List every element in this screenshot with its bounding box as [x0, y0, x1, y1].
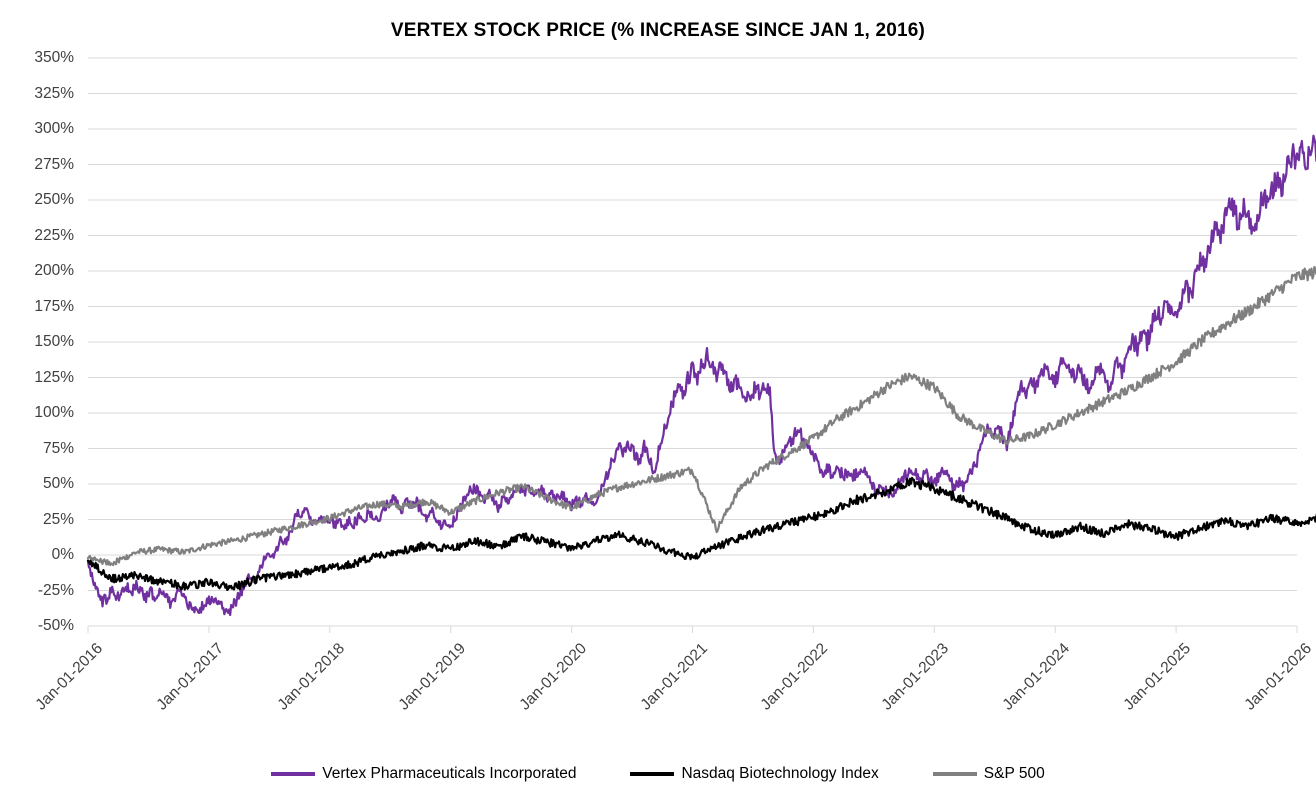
series-line: [86, 134, 1316, 617]
y-axis-tick-label: -50%: [37, 617, 74, 634]
y-axis-tick-label: 75%: [42, 439, 74, 457]
legend-swatch-icon: [932, 772, 977, 776]
legend-item[interactable]: S&P 500: [932, 765, 1045, 783]
y-axis-tick-label: 325%: [34, 84, 74, 102]
y-axis-tick-label: 200%: [34, 262, 74, 279]
legend-label: Vertex Pharmaceuticals Incorporated: [322, 765, 577, 782]
legend-item[interactable]: Nasdaq Biotechnology Index: [630, 765, 879, 783]
legend-label: Nasdaq Biotechnology Index: [681, 765, 879, 782]
y-axis-tick-label: 50%: [42, 475, 74, 492]
series-lines: [86, 134, 1316, 617]
y-axis-tick-label: 25%: [42, 510, 74, 528]
y-axis-tick-label: -25%: [37, 581, 74, 599]
chart-legend: Vertex Pharmaceuticals Incorporated Nasda…: [0, 765, 1316, 783]
y-axis-tick-label: 0%: [51, 546, 74, 563]
y-axis-tick-label: 150%: [34, 333, 74, 350]
y-axis-tick-label: 225%: [34, 226, 74, 244]
x-axis-ticks: [87, 625, 1298, 633]
y-axis-tick-label: 275%: [34, 155, 74, 173]
y-axis-tick-label: 125%: [34, 368, 74, 386]
legend-swatch-icon: [271, 772, 316, 776]
y-axis-tick-label: 100%: [34, 404, 74, 421]
page-title: VERTEX STOCK PRICE (% INCREASE SINCE JAN…: [390, 20, 926, 41]
y-axis-tick-label: 300%: [34, 120, 74, 137]
gridlines: [88, 57, 1297, 627]
y-axis-tick-label: 350%: [34, 49, 74, 66]
legend-swatch-icon: [630, 772, 675, 776]
legend-label: S&P 500: [983, 765, 1045, 782]
series-line: [86, 476, 1316, 592]
series-line: [86, 265, 1316, 567]
legend-item[interactable]: Vertex Pharmaceuticals Incorporated: [271, 765, 576, 783]
y-axis-tick-label: 175%: [34, 297, 74, 315]
y-axis-tick-label: 250%: [34, 191, 74, 208]
